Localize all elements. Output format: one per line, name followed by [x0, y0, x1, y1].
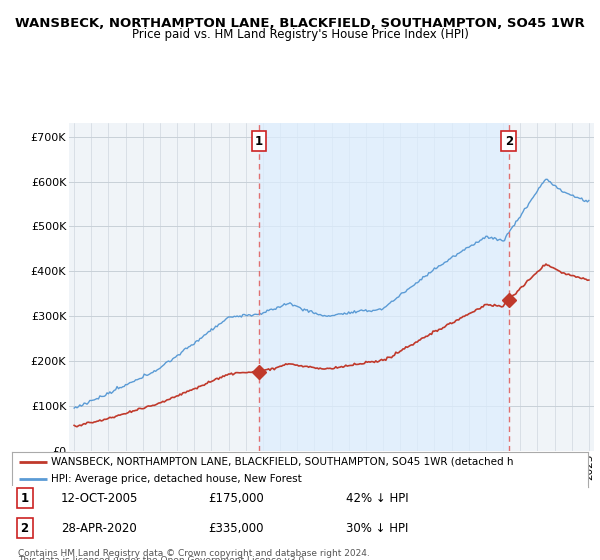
- Text: 2: 2: [20, 521, 29, 535]
- Text: 28-APR-2020: 28-APR-2020: [61, 521, 137, 535]
- Text: 1: 1: [20, 492, 29, 505]
- Text: £335,000: £335,000: [208, 521, 263, 535]
- Bar: [259, 123, 509, 451]
- Text: Contains HM Land Registry data © Crown copyright and database right 2024.: Contains HM Land Registry data © Crown c…: [18, 549, 370, 558]
- Text: 42% ↓ HPI: 42% ↓ HPI: [346, 492, 409, 505]
- Text: WANSBECK, NORTHAMPTON LANE, BLACKFIELD, SOUTHAMPTON, SO45 1WR (detached h: WANSBECK, NORTHAMPTON LANE, BLACKFIELD, …: [51, 457, 514, 467]
- Text: 30% ↓ HPI: 30% ↓ HPI: [346, 521, 409, 535]
- Text: Price paid vs. HM Land Registry's House Price Index (HPI): Price paid vs. HM Land Registry's House …: [131, 28, 469, 41]
- Text: 12-OCT-2005: 12-OCT-2005: [61, 492, 139, 505]
- Text: £175,000: £175,000: [208, 492, 263, 505]
- Text: This data is licensed under the Open Government Licence v3.0.: This data is licensed under the Open Gov…: [18, 556, 307, 560]
- Text: 2: 2: [505, 134, 513, 148]
- Text: WANSBECK, NORTHAMPTON LANE, BLACKFIELD, SOUTHAMPTON, SO45 1WR: WANSBECK, NORTHAMPTON LANE, BLACKFIELD, …: [15, 17, 585, 30]
- Text: HPI: Average price, detached house, New Forest: HPI: Average price, detached house, New …: [51, 474, 302, 483]
- Text: 1: 1: [255, 134, 263, 148]
